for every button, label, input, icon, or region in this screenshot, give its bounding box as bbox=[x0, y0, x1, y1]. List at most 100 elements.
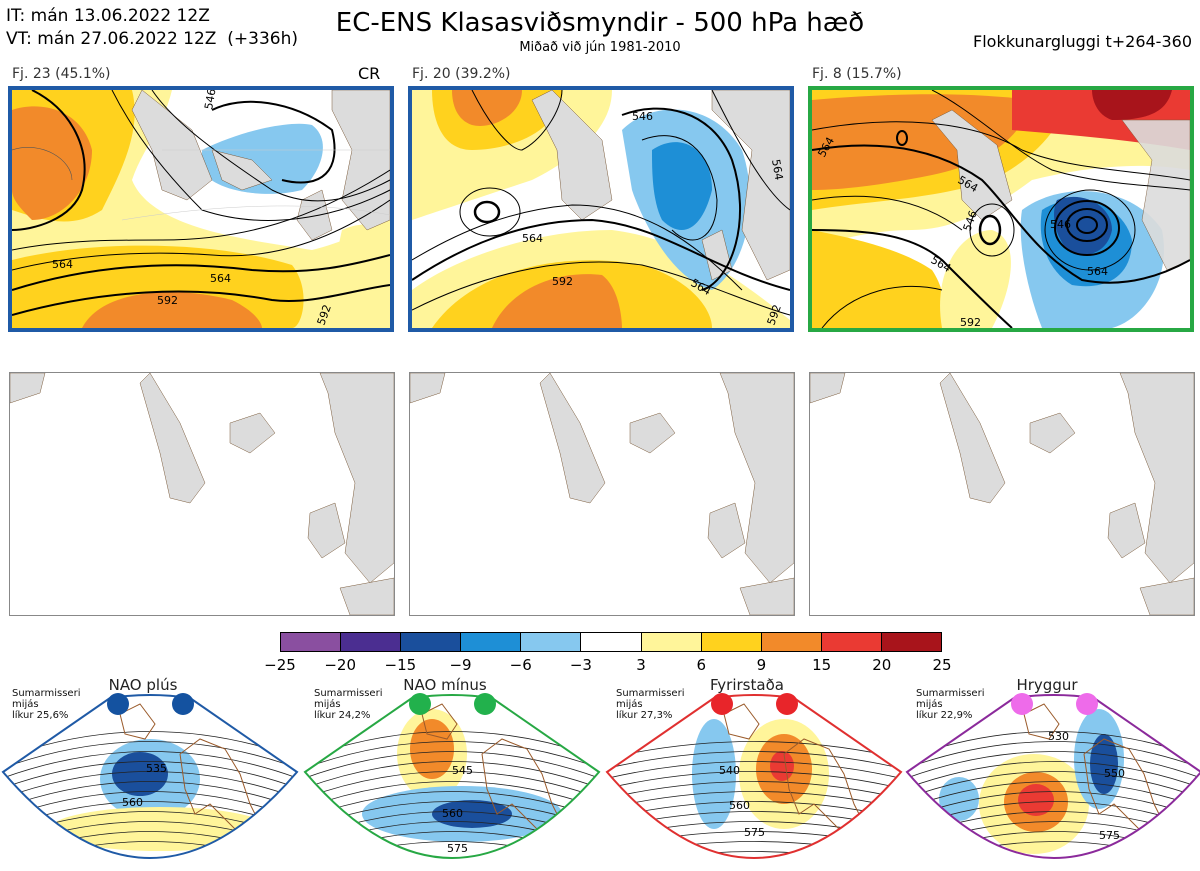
regime-frame bbox=[905, 694, 1200, 859]
regime-contour-line bbox=[907, 751, 1200, 780]
regime-probability-note: Sumarmisseri mijás líkur 25,6% bbox=[12, 688, 81, 721]
colorbar-segment bbox=[760, 633, 821, 651]
regime-contour-label: 540 bbox=[719, 764, 740, 777]
regime-contour-line bbox=[3, 791, 297, 820]
regime-contour-line bbox=[907, 741, 1200, 770]
regime-contour-line bbox=[305, 751, 599, 780]
page-subtitle: Miðað við jún 1981-2010 bbox=[519, 40, 681, 55]
colorbar-segment bbox=[520, 633, 581, 651]
cluster-1-map-svg: 546 564 564 592 592 bbox=[12, 90, 390, 328]
colorbar-tick-label: 25 bbox=[932, 656, 952, 674]
regime-marker-dot bbox=[1076, 693, 1098, 715]
regime-title: Fyrirstaða bbox=[710, 676, 784, 694]
colorbar bbox=[280, 632, 942, 652]
regime-anomaly-shading bbox=[432, 800, 512, 828]
regime-contour-line bbox=[907, 791, 1200, 820]
colorbar-segment bbox=[580, 633, 641, 651]
regime-probability-note: Sumarmisseri mijás líkur 27,3% bbox=[616, 688, 685, 721]
regime-marker-dot bbox=[1011, 693, 1033, 715]
cluster-2-contour-label: 592 bbox=[552, 275, 573, 288]
regime-marker-dot bbox=[711, 693, 733, 715]
regime-contour-line bbox=[607, 791, 901, 810]
regime-contour-label: 575 bbox=[744, 826, 765, 839]
colorbar-tick-label: −15 bbox=[384, 656, 417, 674]
colorbar-tick-label: −6 bbox=[509, 656, 532, 674]
colorbar-segment bbox=[340, 633, 401, 651]
regime-fan-map: 535 560 bbox=[1, 694, 299, 859]
colorbar-tick-label: −9 bbox=[449, 656, 472, 674]
regime-contour-line bbox=[3, 781, 297, 810]
regime-anomaly-shading bbox=[939, 777, 979, 821]
colorbar-tick-label: −20 bbox=[324, 656, 356, 674]
regime-title: NAO mínus bbox=[403, 676, 487, 694]
regime-contour-line bbox=[607, 851, 901, 858]
colorbar-tick-label: 6 bbox=[696, 656, 707, 674]
colorbar-segment bbox=[460, 633, 521, 651]
colorbar-segment bbox=[640, 633, 701, 651]
regime-probability-note: Sumarmisseri mijás líkur 22,9% bbox=[916, 688, 985, 721]
cluster-3-contour-label: 564 bbox=[1087, 265, 1108, 278]
regime-contour-label: 550 bbox=[1104, 767, 1125, 780]
regime-frame bbox=[303, 694, 601, 859]
page-title: EC-ENS Klasasviðsmyndir - 500 hPa hæð bbox=[335, 8, 865, 38]
regime-contour-line bbox=[607, 761, 901, 780]
regime-contour-label: 545 bbox=[452, 764, 473, 777]
regime-title: Hryggur bbox=[1016, 676, 1078, 694]
cluster-3-map-svg: 546 564 546 564 564 564 592 bbox=[812, 90, 1190, 328]
regime-contour-line bbox=[3, 751, 297, 780]
cluster-2-contour-label: 564 bbox=[769, 158, 785, 181]
regime-anomaly-shading bbox=[770, 751, 794, 781]
cluster-1-label: Fj. 23 (45.1%) bbox=[12, 66, 111, 82]
regime-anomaly-shading bbox=[692, 719, 736, 829]
regime-contour-line bbox=[607, 781, 901, 800]
regime-probability-note: Sumarmisseri mijás líkur 24,2% bbox=[314, 688, 383, 721]
regime-marker-dot bbox=[474, 693, 496, 715]
empty-map-1-svg bbox=[10, 373, 394, 615]
regime-title: NAO plús bbox=[108, 676, 178, 694]
regime-marker-dot bbox=[107, 693, 129, 715]
regime-contour-label: 560 bbox=[729, 799, 750, 812]
cluster-2-map-svg: 546 564 564 592 564 592 bbox=[412, 90, 790, 328]
regime-frame bbox=[605, 694, 903, 859]
regime-fan-map: 530 550 575 bbox=[905, 694, 1200, 859]
cluster-2-contour-label: 546 bbox=[632, 110, 653, 123]
empty-map-3-svg bbox=[810, 373, 1194, 615]
cluster-2-label: Fj. 20 (39.2%) bbox=[412, 66, 511, 82]
cluster-2-map: 546 564 564 592 564 592 bbox=[408, 86, 794, 332]
regime-contour-line bbox=[305, 741, 599, 770]
cluster-1-contour-label: 546 bbox=[202, 90, 218, 111]
cluster-1-badge: CR bbox=[358, 64, 381, 83]
regime-marker-dot bbox=[776, 693, 798, 715]
regime-contour-line bbox=[3, 741, 297, 770]
colorbar-segment bbox=[700, 633, 761, 651]
cluster-2-contour-label: 564 bbox=[522, 232, 543, 245]
regime-contour-line bbox=[3, 771, 297, 800]
cluster-1-contour-label: 564 bbox=[52, 258, 73, 271]
regime-contour-line bbox=[907, 771, 1200, 800]
regime-contour-line bbox=[607, 771, 901, 790]
regime-anomaly-shading bbox=[410, 719, 454, 779]
colorbar-segment bbox=[880, 633, 942, 651]
regime-contour-line bbox=[305, 791, 599, 820]
cluster-1-map: 546 564 564 592 592 bbox=[8, 86, 394, 332]
colorbar-tick-label: −25 bbox=[264, 656, 296, 674]
classification-window: Flokkunargluggi t+264-360 bbox=[973, 32, 1192, 51]
regime-contour-line bbox=[305, 771, 599, 800]
regime-contour-line bbox=[907, 781, 1200, 810]
cluster-3-label: Fj. 8 (15.7%) bbox=[812, 66, 902, 82]
regime-fan-map: 545 560 575 bbox=[303, 694, 601, 859]
cluster-1-contour-label: 592 bbox=[157, 294, 178, 307]
regime-contour-line bbox=[305, 761, 599, 790]
regime-frame bbox=[1, 694, 299, 859]
regime-contour-line bbox=[607, 741, 901, 760]
colorbar-segment bbox=[400, 633, 461, 651]
empty-map-2-svg bbox=[410, 373, 794, 615]
regime-contour-line bbox=[607, 751, 901, 770]
regime-anomaly-shading bbox=[112, 752, 168, 796]
regime-contour-label: 575 bbox=[1099, 829, 1120, 842]
colorbar-tick-label: 3 bbox=[636, 656, 646, 674]
cluster-1-contour-label: 564 bbox=[210, 272, 231, 285]
cluster-3-contour-label: 546 bbox=[1050, 218, 1071, 231]
colorbar-tick-label: 15 bbox=[812, 656, 832, 674]
regime-contour-label: 575 bbox=[447, 842, 468, 855]
